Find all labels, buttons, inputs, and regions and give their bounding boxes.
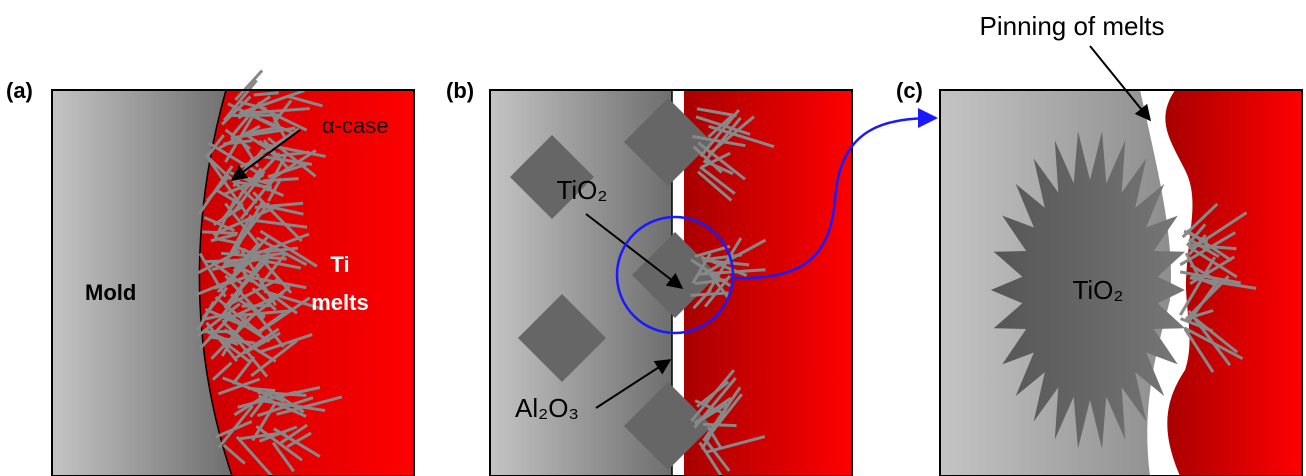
pinning-label: Pinning of melts (980, 11, 1165, 41)
ti-label: Ti (330, 252, 349, 277)
panel-a: (a) Mold Ti melts α-case (6, 71, 414, 476)
panel-c: (c) TiO₂ Pinning of melts (896, 11, 1302, 476)
needle (703, 424, 736, 425)
alpha-case-label: α-case (322, 113, 389, 138)
panel-label: (c) (896, 78, 923, 103)
panel-label: (a) (6, 78, 33, 103)
al2o3-label: Al₂O₃ (515, 393, 579, 423)
figure: (a) Mold Ti melts α-case (b) TiO₂ Al₂O₃ (0, 0, 1306, 476)
tio2-label: TiO₂ (556, 175, 607, 205)
melts-label: melts (311, 290, 368, 315)
panel-label: (b) (446, 78, 474, 103)
mold-label: Mold (85, 280, 136, 305)
tio2-label: TiO₂ (1072, 275, 1123, 305)
panel-b: (b) TiO₂ Al₂O₃ (446, 78, 936, 476)
